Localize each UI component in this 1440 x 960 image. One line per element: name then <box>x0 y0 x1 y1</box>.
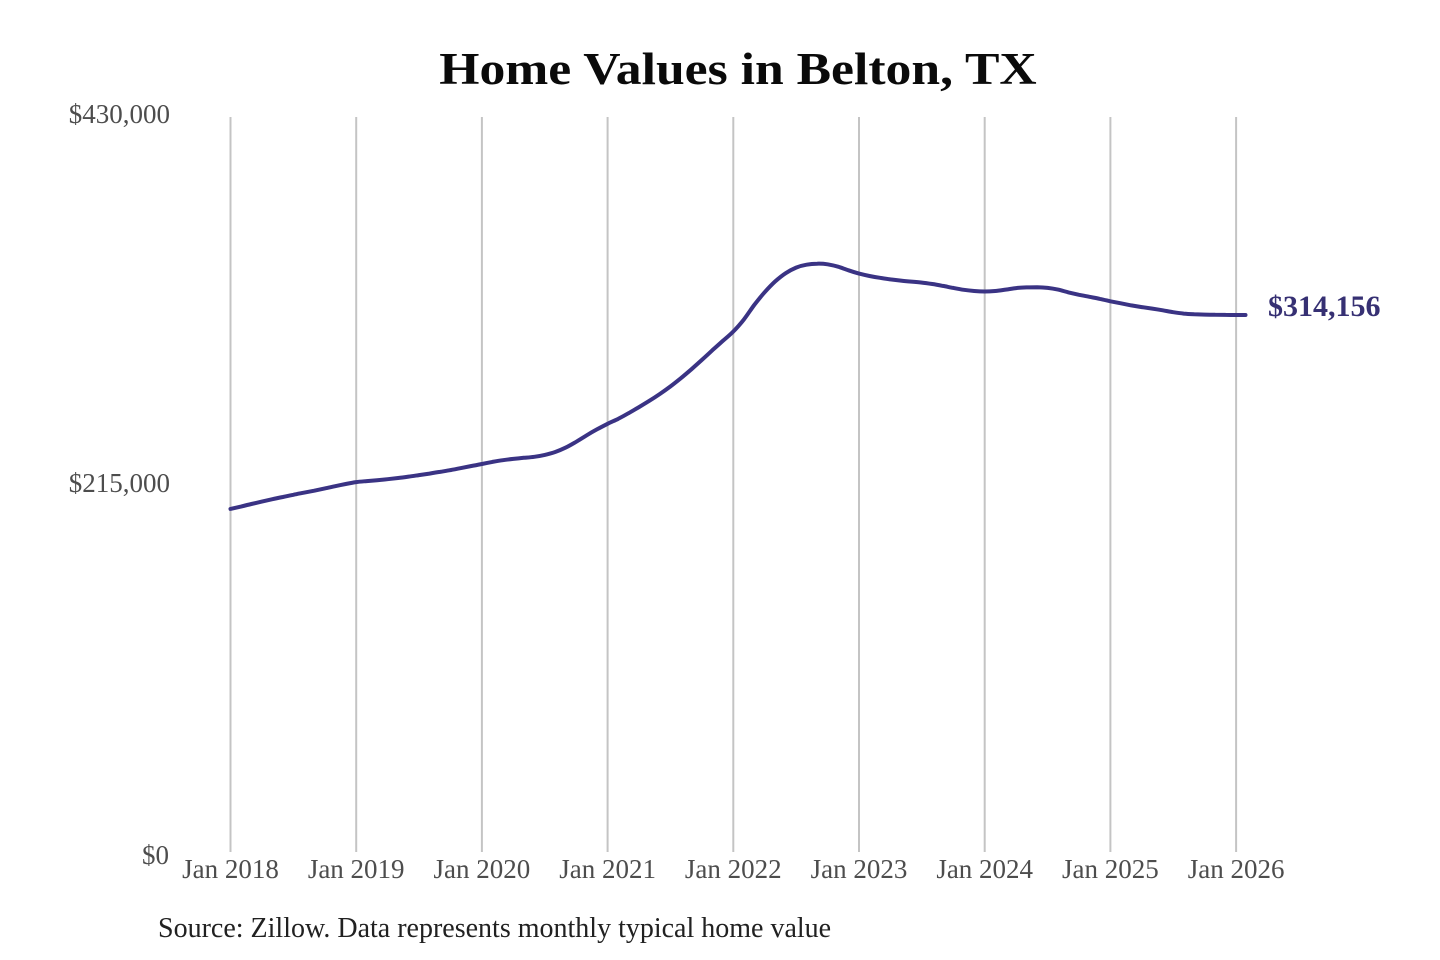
svg-text:Home Values in Belton, TX: Home Values in Belton, TX <box>439 45 1036 94</box>
svg-text:Jan 2021: Jan 2021 <box>559 854 656 884</box>
svg-text:$430,000: $430,000 <box>69 99 170 129</box>
svg-text:Jan 2025: Jan 2025 <box>1062 854 1159 884</box>
svg-text:Source: Zillow. Data represent: Source: Zillow. Data represents monthly … <box>158 913 831 944</box>
svg-text:$0: $0 <box>142 840 169 870</box>
svg-text:$215,000: $215,000 <box>69 468 170 498</box>
svg-text:$314,156: $314,156 <box>1268 290 1381 323</box>
svg-text:Jan 2026: Jan 2026 <box>1188 854 1285 884</box>
svg-text:Jan 2018: Jan 2018 <box>182 854 279 884</box>
svg-text:Jan 2023: Jan 2023 <box>811 854 908 884</box>
svg-text:Jan 2024: Jan 2024 <box>936 854 1033 884</box>
svg-text:Jan 2019: Jan 2019 <box>308 854 405 884</box>
svg-text:Jan 2022: Jan 2022 <box>685 854 782 884</box>
svg-text:Jan 2020: Jan 2020 <box>434 854 531 884</box>
